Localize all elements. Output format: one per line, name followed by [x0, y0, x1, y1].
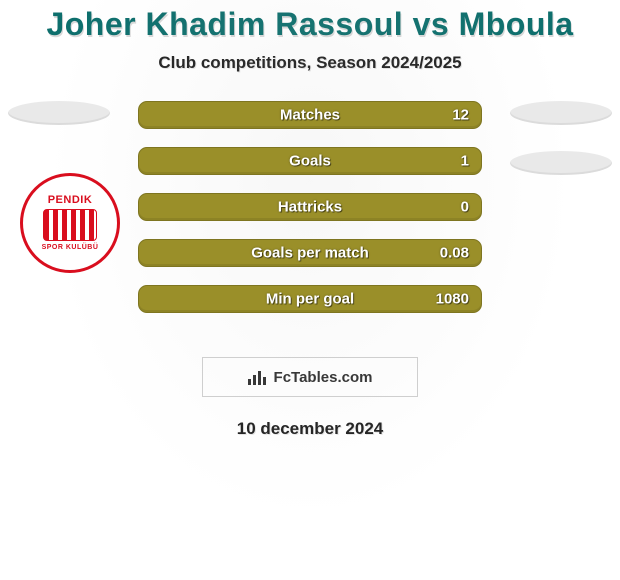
stat-label: Goals [289, 153, 331, 170]
stat-value: 1 [461, 153, 469, 170]
badge-top-text: PENDIK [42, 195, 99, 206]
stat-label: Goals per match [251, 245, 369, 262]
stat-rows: Matches 12 Goals 1 Hattricks 0 Goals per… [138, 101, 482, 331]
stat-label: Min per goal [266, 291, 354, 308]
stat-row-mpg: Min per goal 1080 [138, 285, 482, 313]
stat-row-hattricks: Hattricks 0 [138, 193, 482, 221]
stat-value: 1080 [436, 291, 469, 308]
brand-box: FcTables.com [202, 357, 418, 397]
stat-row-goals: Goals 1 [138, 147, 482, 175]
stat-row-gpm: Goals per match 0.08 [138, 239, 482, 267]
player2-photo-placeholder [510, 101, 612, 125]
season-subtitle: Club competitions, Season 2024/2025 [0, 53, 620, 73]
stat-value: 12 [452, 107, 469, 124]
snapshot-date: 10 december 2024 [0, 419, 620, 439]
badge-bottom-text: SPOR KULÜBÜ [42, 244, 99, 251]
comparison-stage: PENDIK SPOR KULÜBÜ Matches 12 Goals 1 Ha… [0, 101, 620, 341]
stat-label: Matches [280, 107, 340, 124]
stat-value: 0 [461, 199, 469, 216]
stat-row-matches: Matches 12 [138, 101, 482, 129]
bars-icon [248, 369, 268, 385]
comparison-title: Joher Khadim Rassoul vs Mboula [0, 0, 620, 43]
player1-photo-placeholder [8, 101, 110, 125]
brand-text: FcTables.com [274, 369, 373, 386]
player2-club-placeholder [510, 151, 612, 175]
stat-value: 0.08 [440, 245, 469, 262]
stat-label: Hattricks [278, 199, 342, 216]
badge-stripes [43, 209, 97, 241]
player1-club-badge: PENDIK SPOR KULÜBÜ [20, 173, 120, 273]
